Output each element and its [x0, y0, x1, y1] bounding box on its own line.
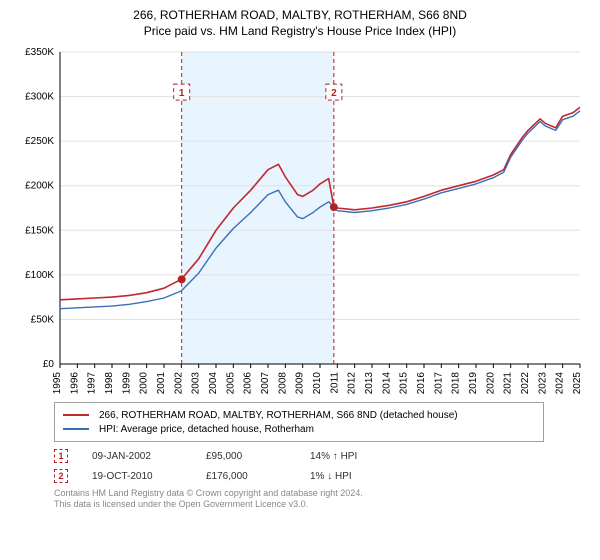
svg-text:2014: 2014 [381, 372, 392, 394]
footer-attribution: Contains HM Land Registry data © Crown c… [54, 488, 588, 511]
footer-line-2: This data is licensed under the Open Gov… [54, 499, 588, 510]
svg-text:£100K: £100K [25, 270, 54, 281]
svg-text:£350K: £350K [25, 47, 54, 58]
event-badge: 2 [54, 469, 68, 483]
svg-text:2008: 2008 [277, 372, 288, 394]
svg-text:2022: 2022 [520, 372, 531, 394]
titles: 266, ROTHERHAM ROAD, MALTBY, ROTHERHAM, … [12, 8, 588, 38]
event-row: 1 09-JAN-2002 £95,000 14% ↑ HPI [54, 448, 588, 464]
chart-subtitle: Price paid vs. HM Land Registry's House … [12, 24, 588, 38]
svg-text:£50K: £50K [31, 314, 55, 325]
event-delta: 14% ↑ HPI [310, 451, 400, 462]
svg-text:2017: 2017 [433, 372, 444, 394]
svg-text:£150K: £150K [25, 225, 54, 236]
event-table: 1 09-JAN-2002 £95,000 14% ↑ HPI 2 19-OCT-2010… [54, 448, 588, 484]
svg-text:1997: 1997 [87, 372, 98, 394]
svg-text:£250K: £250K [25, 136, 54, 147]
event-date: 19-OCT-2010 [92, 471, 182, 482]
svg-text:2012: 2012 [347, 372, 358, 394]
legend-item: HPI: Average price, detached house, Roth… [63, 422, 535, 436]
svg-text:1995: 1995 [52, 372, 63, 394]
svg-text:1: 1 [179, 88, 185, 99]
svg-text:2007: 2007 [260, 372, 271, 394]
svg-text:2002: 2002 [173, 372, 184, 394]
legend-label: 266, ROTHERHAM ROAD, MALTBY, ROTHERHAM, … [99, 410, 458, 421]
svg-text:£300K: £300K [25, 92, 54, 103]
svg-text:2005: 2005 [225, 372, 236, 394]
svg-text:2020: 2020 [485, 372, 496, 394]
svg-text:2006: 2006 [243, 372, 254, 394]
legend-swatch [63, 414, 89, 416]
legend-item: 266, ROTHERHAM ROAD, MALTBY, ROTHERHAM, … [63, 408, 535, 422]
svg-text:2004: 2004 [208, 372, 219, 394]
svg-text:2018: 2018 [451, 372, 462, 394]
svg-text:1999: 1999 [121, 372, 132, 394]
svg-text:2025: 2025 [572, 372, 583, 394]
event-date: 09-JAN-2002 [92, 451, 182, 462]
svg-text:2016: 2016 [416, 372, 427, 394]
svg-text:2000: 2000 [139, 372, 150, 394]
svg-text:2001: 2001 [156, 372, 167, 394]
event-price: £95,000 [206, 451, 286, 462]
legend-label: HPI: Average price, detached house, Roth… [99, 424, 314, 435]
legend-swatch [63, 428, 89, 430]
line-chart: £0 £50K £100K £150K £200K £250K £300K £350K 1995… [12, 44, 588, 394]
event-row: 2 19-OCT-2010 £176,000 1% ↓ HPI [54, 468, 588, 484]
svg-text:2: 2 [331, 88, 337, 99]
chart-title: 266, ROTHERHAM ROAD, MALTBY, ROTHERHAM, … [12, 8, 588, 22]
event-badge: 1 [54, 449, 68, 463]
svg-text:1996: 1996 [69, 372, 80, 394]
svg-text:2011: 2011 [329, 372, 340, 394]
footer-line-1: Contains HM Land Registry data © Crown c… [54, 488, 588, 499]
svg-text:2024: 2024 [555, 372, 566, 394]
svg-text:2019: 2019 [468, 372, 479, 394]
svg-text:2013: 2013 [364, 372, 375, 394]
chart-container: 266, ROTHERHAM ROAD, MALTBY, ROTHERHAM, … [0, 0, 600, 517]
svg-text:2009: 2009 [295, 372, 306, 394]
svg-text:2015: 2015 [399, 372, 410, 394]
svg-text:2010: 2010 [312, 372, 323, 394]
event-delta: 1% ↓ HPI [310, 471, 400, 482]
svg-text:1998: 1998 [104, 372, 115, 394]
legend: 266, ROTHERHAM ROAD, MALTBY, ROTHERHAM, … [54, 402, 544, 442]
svg-text:£200K: £200K [25, 181, 54, 192]
svg-text:2023: 2023 [537, 372, 548, 394]
svg-text:2003: 2003 [191, 372, 202, 394]
chart-area: £0 £50K £100K £150K £200K £250K £300K £350K 1995… [12, 44, 588, 394]
event-price: £176,000 [206, 471, 286, 482]
svg-text:2021: 2021 [503, 372, 514, 394]
svg-text:£0: £0 [43, 359, 55, 370]
